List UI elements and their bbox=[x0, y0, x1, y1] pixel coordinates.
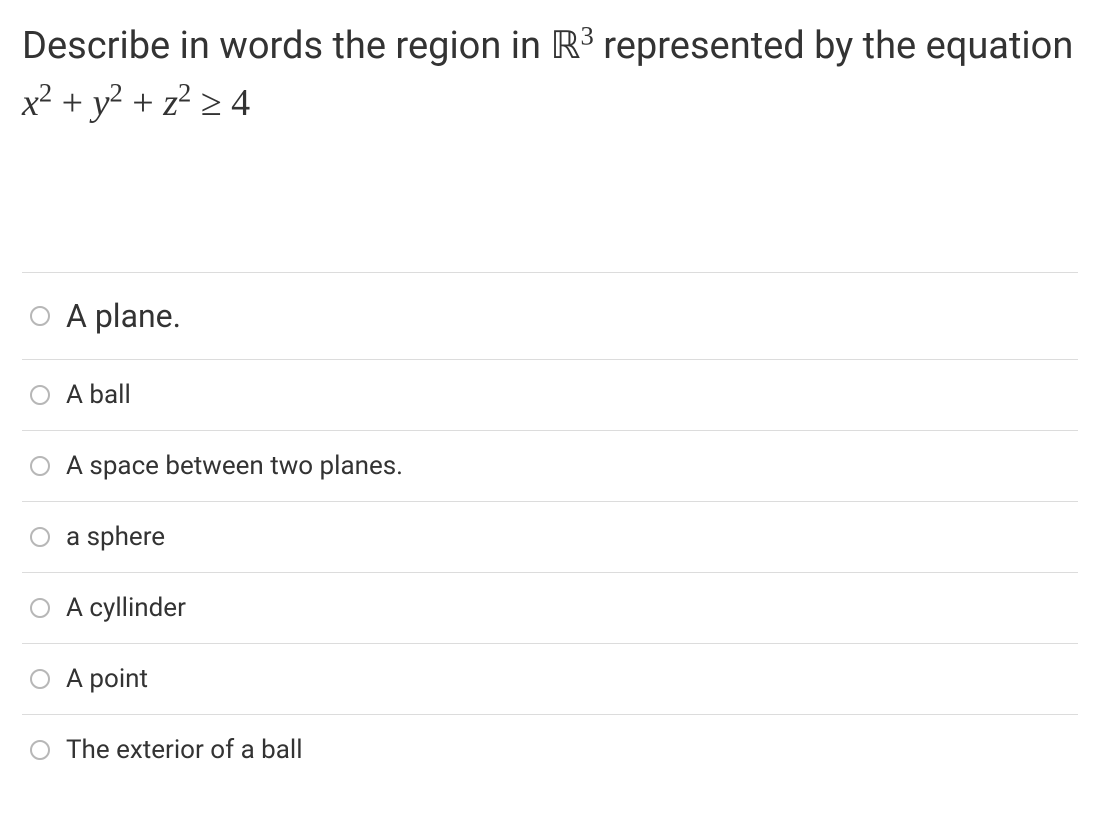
math-equation: x2 + y2 + z2 ≥ 4 bbox=[22, 82, 250, 124]
option-row[interactable]: The exterior of a ball bbox=[22, 714, 1078, 785]
radio-icon[interactable] bbox=[30, 306, 50, 326]
option-label: A cyllinder bbox=[66, 593, 186, 623]
math-set: ℝ3 bbox=[550, 25, 593, 67]
option-label: a sphere bbox=[66, 522, 165, 552]
option-row[interactable]: A cyllinder bbox=[22, 572, 1078, 643]
option-label: A ball bbox=[66, 380, 131, 410]
radio-icon[interactable] bbox=[30, 740, 50, 760]
options-list: A plane. A ball A space between two plan… bbox=[22, 272, 1078, 785]
radio-icon[interactable] bbox=[30, 669, 50, 689]
option-row[interactable]: a sphere bbox=[22, 501, 1078, 572]
radio-icon[interactable] bbox=[30, 385, 50, 405]
option-row[interactable]: A plane. bbox=[22, 272, 1078, 359]
option-row[interactable]: A ball bbox=[22, 359, 1078, 430]
option-label: A space between two planes. bbox=[66, 451, 403, 481]
radio-icon[interactable] bbox=[30, 456, 50, 476]
radio-icon[interactable] bbox=[30, 598, 50, 618]
radio-icon[interactable] bbox=[30, 527, 50, 547]
option-label: A point bbox=[66, 664, 148, 694]
question-mid: represented by the equation bbox=[594, 24, 1073, 68]
question-text: Describe in words the region in ℝ3 repre… bbox=[22, 18, 1078, 132]
option-row[interactable]: A point bbox=[22, 643, 1078, 714]
question-prefix: Describe in words the region in bbox=[22, 24, 550, 68]
option-label: The exterior of a ball bbox=[66, 735, 303, 765]
option-row[interactable]: A space between two planes. bbox=[22, 430, 1078, 501]
option-label: A plane. bbox=[66, 297, 181, 335]
